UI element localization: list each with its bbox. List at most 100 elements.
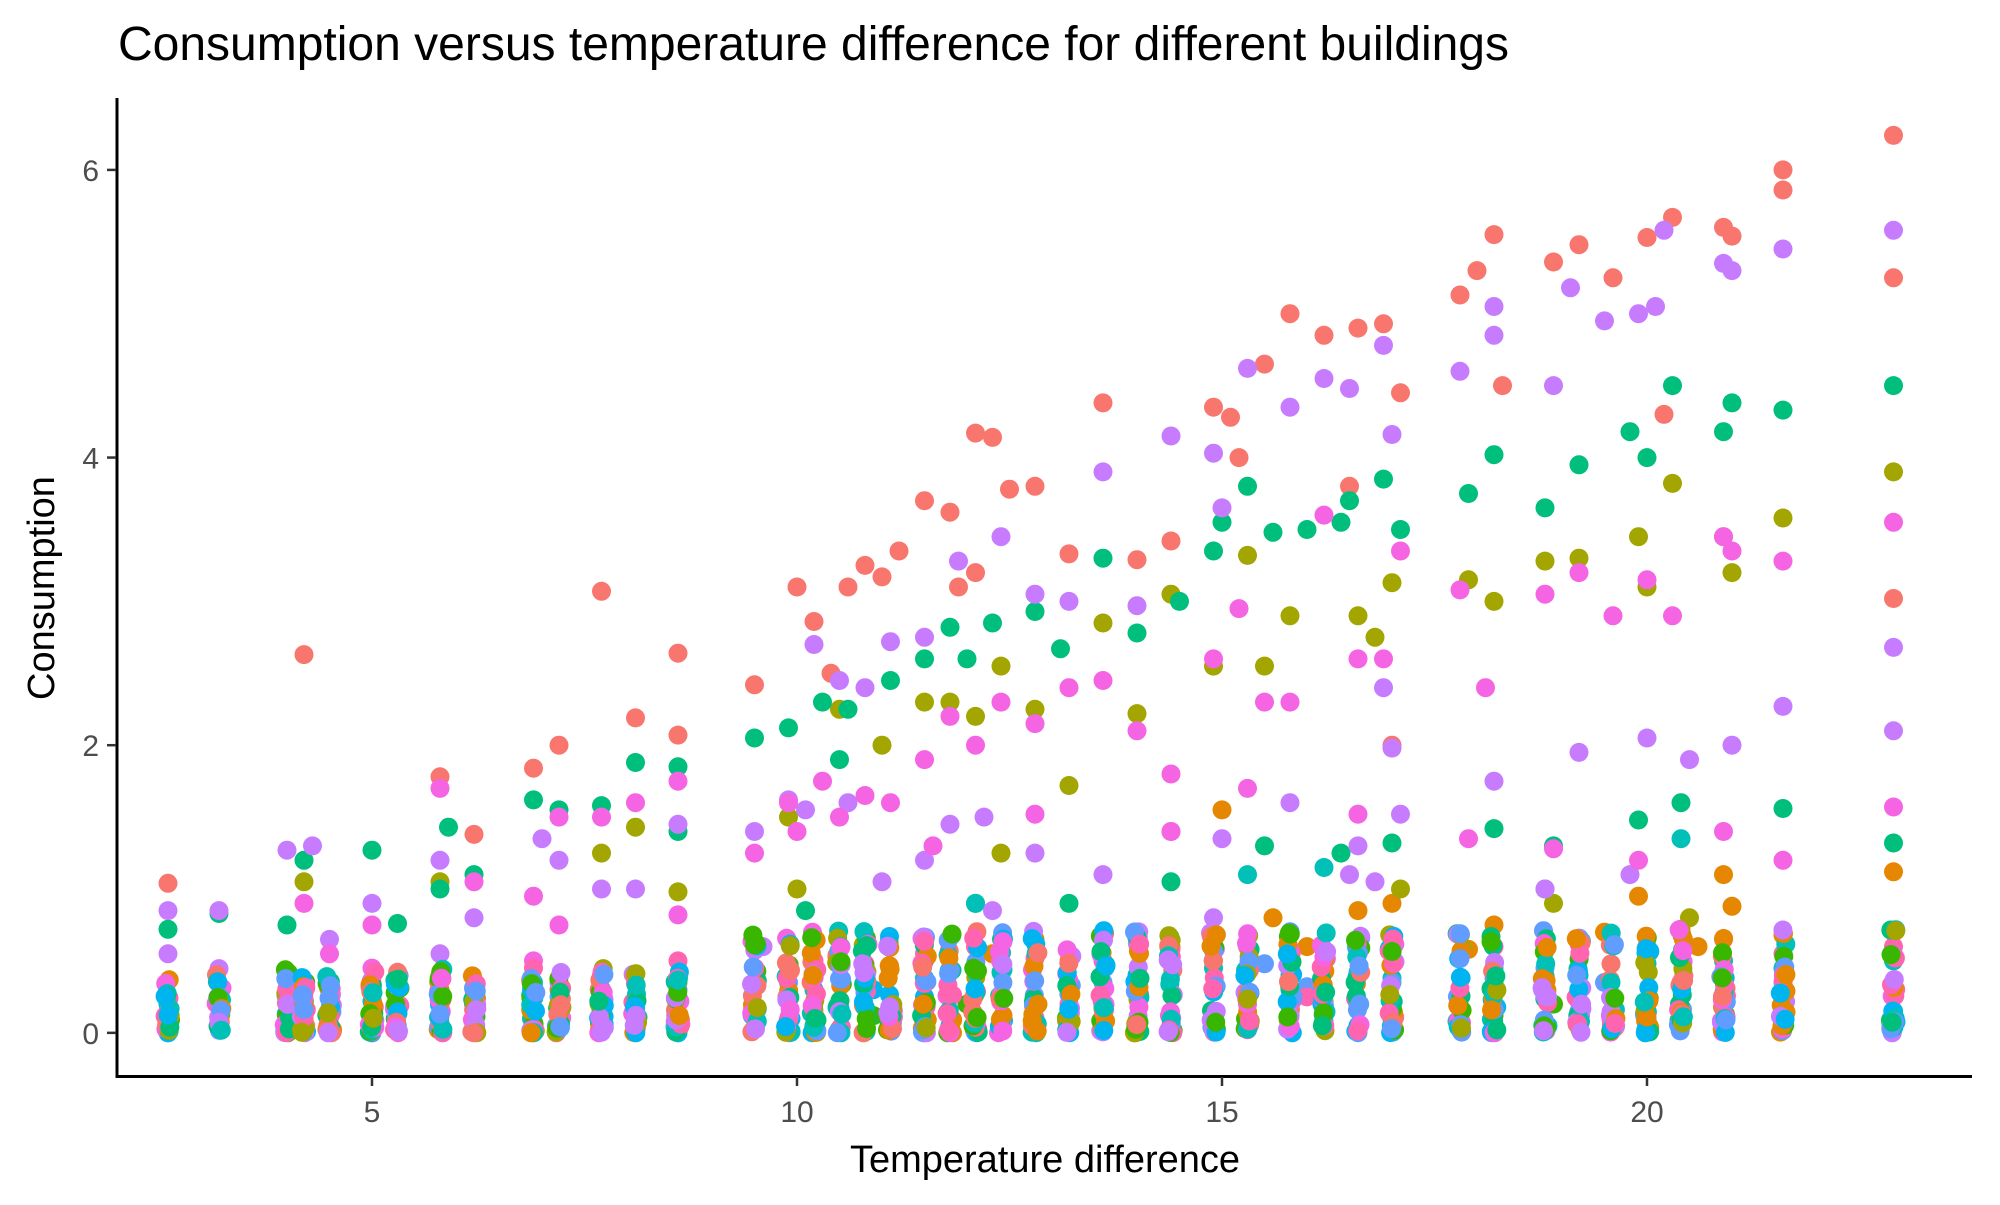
x-axis-title: Temperature difference [850,1139,1240,1181]
data-point [991,692,1011,712]
data-point [464,908,484,928]
data-point [831,952,851,972]
data-point [1022,1011,1042,1031]
data-point [745,843,764,863]
data-point [994,988,1014,1008]
data-point [1484,591,1504,611]
data-point [1374,335,1393,355]
data-point [830,750,849,770]
data-point [1629,304,1648,324]
data-point [1238,358,1257,378]
data-point [1316,982,1336,1002]
data-point [1601,954,1621,974]
data-point [1535,584,1555,604]
data-point [1346,930,1365,950]
data-point [855,555,875,575]
data-point [967,1008,987,1027]
data-point [1061,984,1081,1004]
data-point [1297,520,1317,539]
data-point [1255,354,1274,374]
data-point [626,793,645,813]
data-point [1722,563,1742,583]
data-point [158,1005,178,1025]
data-point [1206,925,1226,945]
data-point [802,928,822,948]
data-point [526,1001,545,1021]
data-point [1280,397,1300,417]
data-point [1713,943,1732,963]
data-point [1382,738,1402,758]
data-point [1170,591,1189,611]
data-point [916,1018,936,1038]
data-point [1279,972,1298,992]
data-point [1884,462,1903,482]
data-point [1544,376,1563,396]
data-point [158,919,178,939]
data-point [983,901,1002,921]
data-point [430,879,450,899]
data-point [1059,544,1079,564]
data-point [318,1023,338,1043]
data-point [1365,872,1385,892]
data-point [1773,850,1793,870]
data-point [1212,498,1232,518]
data-point [1484,297,1504,316]
data-point [1255,836,1274,856]
data-point [668,970,688,990]
data-point [949,577,968,597]
data-point [1722,226,1742,246]
data-point [626,879,645,899]
data-point [464,872,484,892]
data-point [1884,512,1903,532]
data-point [1544,839,1563,859]
data-point [1263,522,1283,542]
data-point [966,706,985,726]
data-point [363,983,383,1003]
data-point [1773,180,1793,200]
data-point [1238,778,1257,798]
data-point [746,1019,765,1039]
data-point [1280,606,1300,626]
data-point [1382,893,1402,913]
data-point [1537,938,1557,957]
data-point [1349,956,1369,976]
data-point [1620,422,1640,442]
data-point [881,793,900,813]
data-point [966,893,985,913]
data-point [1237,933,1256,953]
data-point [592,843,611,863]
data-point [439,817,458,837]
data-point [1314,858,1334,877]
y-tick-label: 6 [82,155,99,188]
data-point [1314,325,1334,345]
data-point [1277,992,1297,1012]
data-point [1348,804,1368,824]
data-point [1570,943,1590,963]
data-point [1161,822,1181,841]
data-point [1635,1023,1655,1043]
data-point [1450,924,1470,944]
data-point [854,963,874,983]
data-point [1669,920,1689,940]
data-point [1025,476,1045,496]
data-point [1722,896,1742,916]
data-point [294,893,314,913]
data-point [464,824,484,844]
data-point [1673,1007,1693,1027]
data-point [872,567,892,587]
data-point [1773,551,1793,571]
data-point [1569,742,1589,762]
data-point [1331,512,1351,532]
data-point [1484,771,1504,791]
data-point [966,423,985,443]
data-point [1673,941,1693,961]
data-point [1663,606,1682,626]
data-point [320,929,339,949]
data-point [1203,951,1223,971]
data-point [1716,1010,1736,1030]
data-point [1093,865,1113,885]
data-point [1255,954,1274,974]
data-point [838,577,858,597]
data-point [1263,908,1283,928]
data-point [1278,1007,1298,1027]
